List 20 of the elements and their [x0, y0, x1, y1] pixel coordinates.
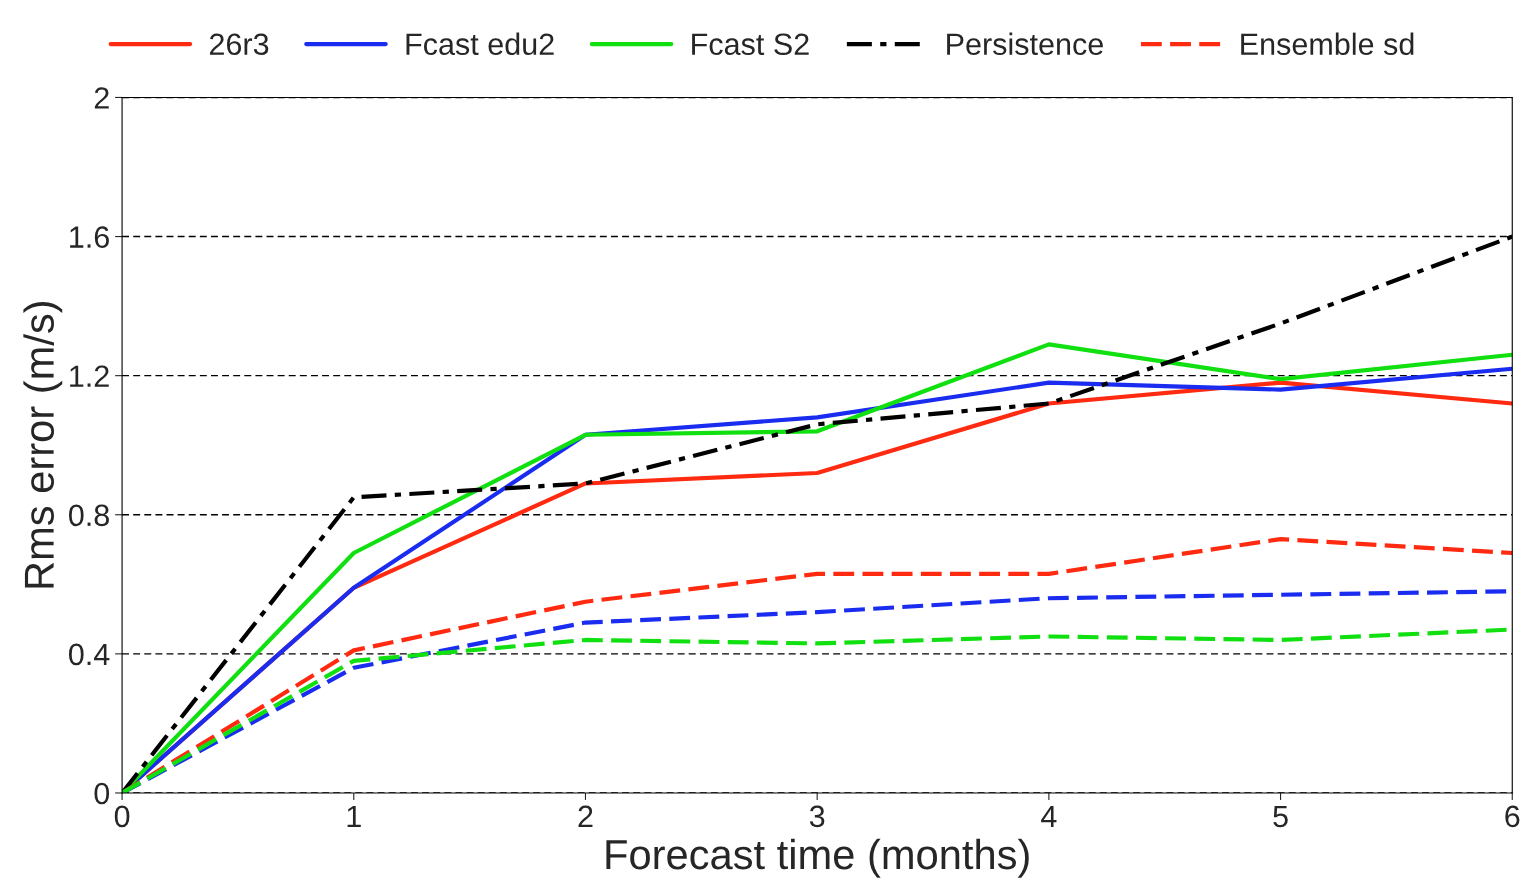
legend-label: Fcast edu2 [406, 32, 554, 56]
y-tick-label: 0 [94, 782, 110, 805]
x-tick-label: 5 [1273, 805, 1288, 828]
y-axis-title: Rms error (m/s) [23, 301, 63, 588]
legend-label: 26r3 [209, 33, 269, 56]
x-tick-label: 4 [1041, 805, 1057, 827]
y-tick-label: 0.4 [69, 643, 110, 666]
legend-label: Persistence [947, 32, 1103, 56]
y-tick-label: 1.2 [70, 365, 109, 387]
x-tick-label: 1 [347, 805, 361, 827]
legend-label: Ensemble sd [1241, 32, 1414, 56]
y-tick-label: 0.8 [69, 504, 109, 527]
x-axis-title: Forecast time (months) [606, 838, 1029, 878]
x-tick-label: 2 [578, 805, 593, 827]
y-tick-label: 2 [94, 87, 109, 109]
x-tick-label: 0 [114, 805, 130, 828]
y-tick-label: 1.6 [70, 226, 109, 248]
x-tick-label: 3 [809, 805, 825, 828]
legend-label: Fcast S2 [692, 33, 809, 56]
x-tick-label: 6 [1505, 805, 1520, 828]
